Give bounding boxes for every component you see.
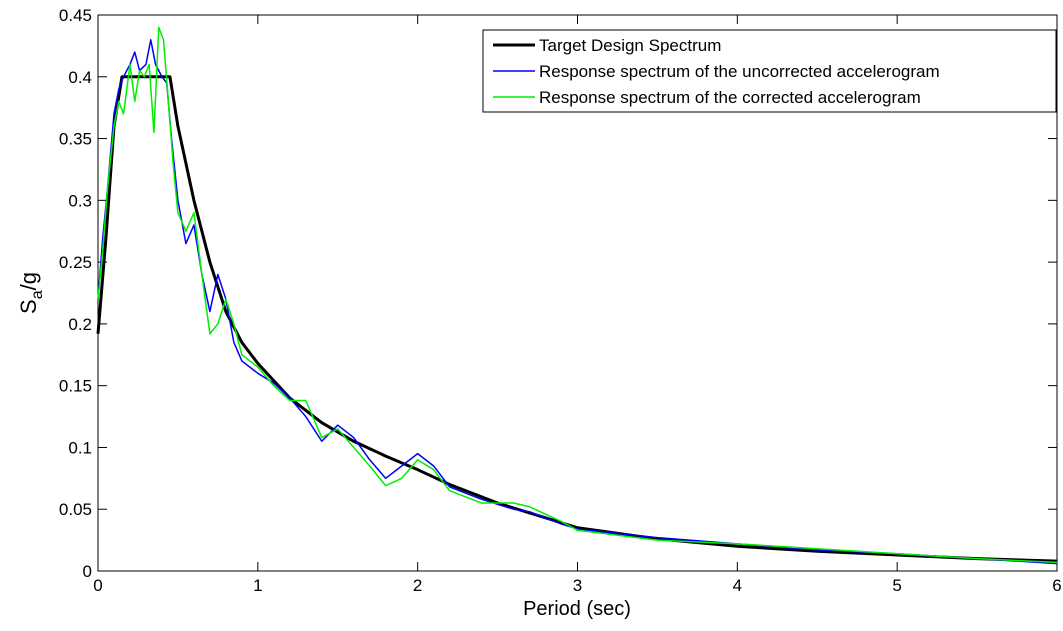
y-tick-label: 0.45 <box>59 6 92 25</box>
x-tick-label: 5 <box>892 576 901 595</box>
y-tick-label: 0.3 <box>68 191 92 210</box>
legend-label: Target Design Spectrum <box>539 36 721 55</box>
y-tick-label: 0.2 <box>68 315 92 334</box>
y-tick-label: 0.05 <box>59 500 92 519</box>
series-line <box>96 75 1058 563</box>
x-tick-label: 6 <box>1052 576 1061 595</box>
y-tick-label: 0 <box>83 562 92 581</box>
y-tick-label: 0.15 <box>59 377 92 396</box>
x-tick-label: 2 <box>413 576 422 595</box>
y-tick-label: 0.1 <box>68 438 92 457</box>
y-label-main: S <box>16 299 41 314</box>
x-axis-label: Period (sec) <box>523 598 631 620</box>
x-tick-label: 4 <box>733 576 742 595</box>
x-tick-label: 1 <box>253 576 262 595</box>
x-tick-label: 3 <box>573 576 582 595</box>
legend-label: Response spectrum of the uncorrected acc… <box>539 62 940 81</box>
legend-box <box>482 29 1057 113</box>
x-tick-label: 0 <box>93 576 102 595</box>
y-tick-label: 0.4 <box>68 68 92 87</box>
y-label-sub: a <box>29 290 46 299</box>
series-line <box>97 26 1058 564</box>
y-label-rest: /g <box>16 272 41 290</box>
y-axis-label: Sa/g <box>16 272 46 314</box>
y-tick-label: 0.25 <box>59 253 92 272</box>
y-tick-label: 0.35 <box>59 130 92 149</box>
series-line <box>97 38 1058 565</box>
legend-label: Response spectrum of the corrected accel… <box>539 88 921 107</box>
